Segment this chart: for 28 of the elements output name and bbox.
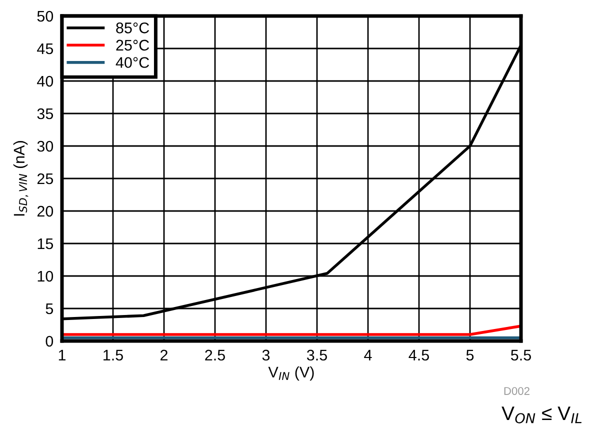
y-tick-label: 30: [37, 140, 54, 152]
x-tick-label: 3: [262, 350, 270, 361]
legend-label: 85°C: [116, 22, 150, 34]
x-axis-title: V$_{IN}$ (V): [268, 366, 314, 381]
x-tick-label: 4.5: [408, 350, 429, 361]
y-tick-label: 10: [38, 270, 54, 282]
y-tick-label: 25: [37, 173, 54, 184]
text: V$_{ON}$ ≤ V$_{IL}$: [502, 406, 582, 424]
x-tick-label: 5.5: [510, 350, 531, 361]
y-tick-label: 45: [37, 44, 54, 54]
x-tick-label: 1.5: [104, 350, 123, 361]
x-tick-label: 4: [364, 350, 372, 360]
y-tick-label: 15: [38, 238, 54, 250]
y-axis-title: I$_{SD,VIN}$ (nA): [13, 141, 28, 216]
y-tick-label: 0: [46, 336, 54, 347]
x-tick-label: 5: [466, 350, 474, 361]
y-tick-label: 5: [46, 304, 54, 314]
y-tick-label: 35: [37, 108, 54, 120]
y-tick-label: 40: [37, 76, 54, 87]
text: D002: [504, 387, 530, 395]
x-tick-label: 1: [58, 350, 66, 360]
y-tick-label: 20: [37, 206, 54, 217]
y-tick-label: 50: [37, 10, 54, 22]
legend-label: 25°C: [116, 40, 150, 51]
legend-label: 40°C: [116, 57, 150, 68]
x-tick-label: 3.5: [306, 350, 327, 361]
x-tick-label: 2.5: [205, 350, 225, 361]
x-tick-label: 2: [160, 350, 168, 360]
